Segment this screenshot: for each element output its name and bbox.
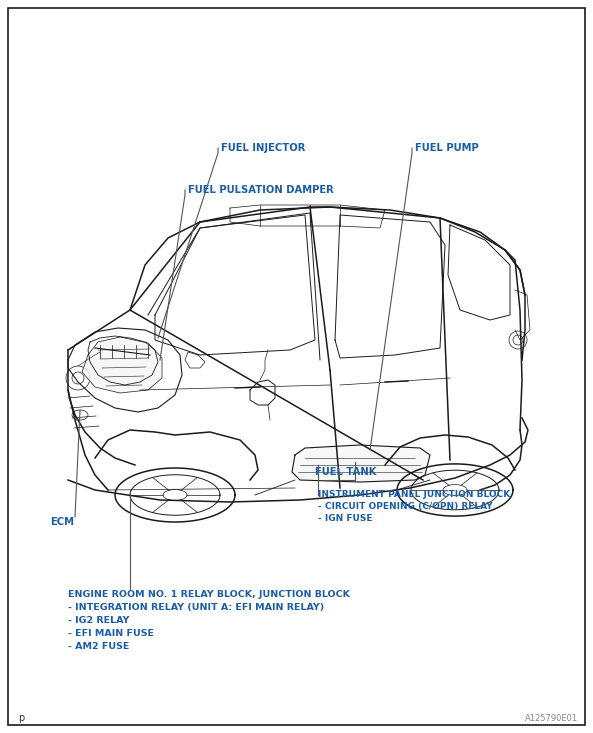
Text: - AM2 FUSE: - AM2 FUSE (68, 642, 129, 651)
Text: FUEL TANK: FUEL TANK (315, 467, 377, 477)
Text: p: p (18, 713, 24, 723)
Text: FUEL INJECTOR: FUEL INJECTOR (221, 143, 305, 153)
Text: FUEL PULSATION DAMPER: FUEL PULSATION DAMPER (188, 185, 334, 195)
Text: ENGINE ROOM NO. 1 RELAY BLOCK, JUNCTION BLOCK: ENGINE ROOM NO. 1 RELAY BLOCK, JUNCTION … (68, 590, 350, 599)
Text: FUEL PUMP: FUEL PUMP (415, 143, 479, 153)
Text: - EFI MAIN FUSE: - EFI MAIN FUSE (68, 629, 154, 638)
Text: A125790E01: A125790E01 (525, 714, 578, 723)
Text: - IG2 RELAY: - IG2 RELAY (68, 616, 129, 625)
Text: ECM: ECM (50, 517, 74, 527)
Text: - INTEGRATION RELAY (UNIT A: EFI MAIN RELAY): - INTEGRATION RELAY (UNIT A: EFI MAIN RE… (68, 603, 324, 612)
Polygon shape (82, 337, 162, 393)
Text: - CIRCUIT OPENING (C/OPN) RELAY: - CIRCUIT OPENING (C/OPN) RELAY (318, 502, 493, 511)
Polygon shape (292, 445, 430, 482)
Text: INSTRUMENT PANEL JUNCTION BLOCK: INSTRUMENT PANEL JUNCTION BLOCK (318, 490, 510, 499)
Text: - IGN FUSE: - IGN FUSE (318, 514, 372, 523)
